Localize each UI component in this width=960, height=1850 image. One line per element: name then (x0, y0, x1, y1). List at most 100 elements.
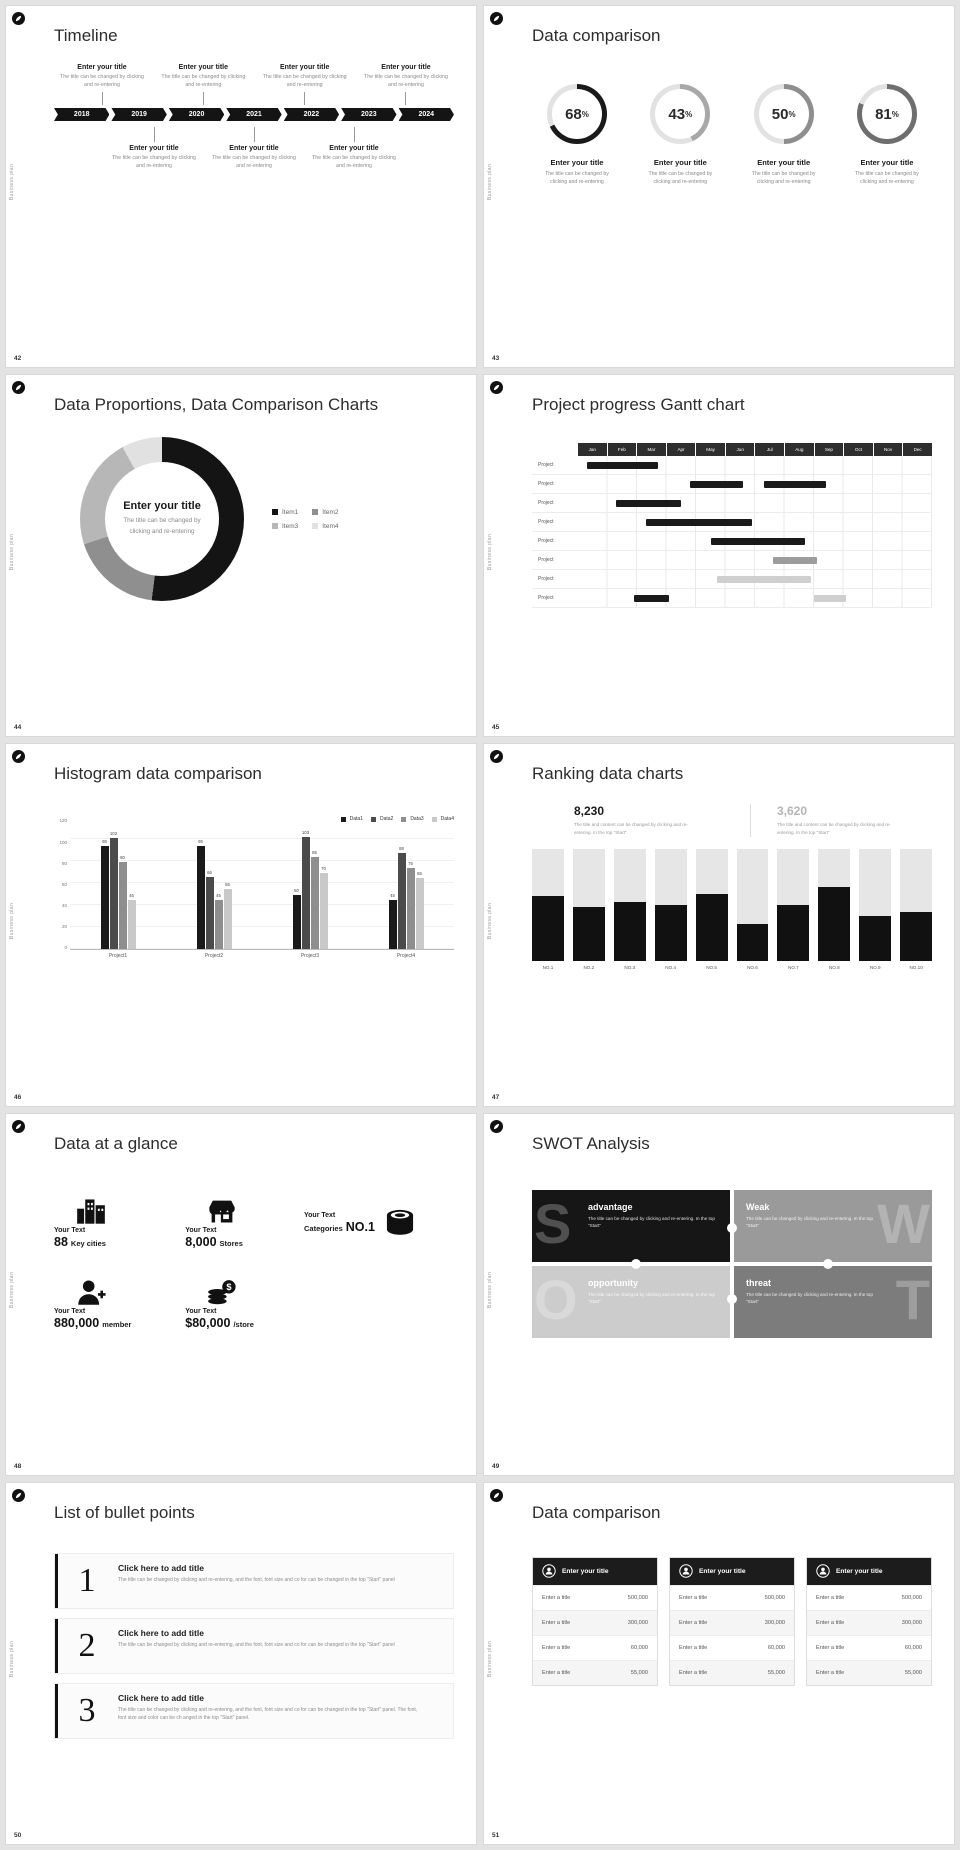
legend-item: Item3 (272, 523, 298, 530)
swot-tile-title: advantage (588, 1201, 633, 1212)
slide-gantt[interactable]: Business plan 45 Project progress Gantt … (484, 375, 954, 737)
stat-unit: /store (233, 1319, 254, 1329)
swot-tile-desc: The title can be changed by clicking and… (746, 1291, 873, 1304)
bar-value: 88 (399, 846, 404, 852)
legend-item: Data3 (401, 816, 424, 822)
timeline-content: Enter your title The title can be changed… (54, 64, 454, 341)
slide-glance[interactable]: Business plan 48 Data at a glance Your T… (6, 1113, 476, 1475)
swot-grid: S advantage The title can be changed by … (532, 1189, 932, 1338)
legend-swatch (431, 816, 437, 822)
x-axis: Project1 Project2 Project3 Project4 (54, 953, 454, 959)
bar-fill (818, 887, 851, 961)
bar: 70 (319, 866, 328, 950)
legend-swatch (312, 509, 319, 516)
stat-value: 8,230 (574, 804, 605, 819)
timeline-year: 2020 (168, 107, 225, 121)
donut-ring: 81% (856, 84, 917, 144)
user-icon (816, 1564, 830, 1578)
bar-label: NO.8 (828, 964, 840, 970)
timeline-item-title: Enter your title (229, 144, 279, 152)
swot-strengths-tile: S advantage The title can be changed by … (532, 1189, 730, 1262)
slide-timeline[interactable]: Business plan 42 Timeline Enter your tit… (6, 6, 476, 368)
month-label: Jul (755, 443, 785, 457)
puzzle-knob (823, 1258, 833, 1269)
bar-label: NO.4 (665, 964, 677, 970)
gantt-row: Project (532, 513, 932, 533)
slide-swot[interactable]: Business plan 49 SWOT Analysis S advanta… (484, 1113, 954, 1475)
row-value: 300,000 (627, 1619, 648, 1626)
ring-title: Enter your title (653, 158, 707, 167)
x-label: Project1 (108, 953, 128, 960)
slide-histogram[interactable]: Business plan 46 Histogram data comparis… (6, 744, 476, 1106)
row-label: Enter a title (816, 1644, 845, 1651)
connector-line (253, 126, 255, 142)
swot-tile-title: threat (746, 1277, 772, 1288)
gantt-header: Jan Feb Mar Apr May Jun Jul Aug Sep Oct … (532, 443, 932, 457)
slide-cards[interactable]: Business plan 51 Data comparison Enter y… (484, 1482, 954, 1844)
stat-line: Categories NO.1 (304, 1220, 375, 1234)
slide-donut-proportions[interactable]: Business plan 44 Data Proportions, Data … (6, 375, 476, 737)
page-number: 45 (492, 724, 500, 732)
bar: 80 (118, 855, 127, 950)
month-label: Dec (903, 443, 932, 457)
ring-hole: 50% (758, 89, 809, 139)
gantt-bar (710, 538, 806, 546)
timeline-years-bar: 2018 2019 2020 2021 2022 2023 2024 (54, 107, 454, 121)
item-desc: The title can be changed by clicking and… (118, 1641, 395, 1648)
slide-ring-comparison[interactable]: Business plan 43 Data comparison 68% Ent… (484, 6, 954, 368)
swot-tile-desc: The title can be changed by clicking and… (746, 1215, 873, 1228)
data-card: Enter your title Enter a title 500,000 En… (532, 1556, 658, 1686)
legend-swatch (401, 816, 407, 822)
page-number: 51 (492, 1832, 500, 1839)
ring-cell: 81% Enter your title The title can be ch… (842, 84, 932, 187)
gantt-track (578, 589, 932, 608)
bullets-content: 1 Click here to add title The title can b… (54, 1541, 454, 1818)
slide-title: Histogram data comparison (54, 764, 262, 784)
bar-value: 75 (408, 860, 413, 866)
card-row: Enter a title 55,000 (533, 1659, 657, 1685)
ring-cell: 68% Enter your title The title can be ch… (532, 84, 622, 187)
connector-line (101, 91, 103, 105)
card-header: Enter your title (670, 1557, 794, 1585)
bar-value: 45 (390, 893, 395, 899)
brand-vertical-text: Business plan (487, 902, 493, 939)
legend-label: Item2 (322, 508, 339, 516)
percent-sign: % (891, 109, 899, 119)
percent-sign: % (581, 109, 589, 119)
bar-value: 102 (109, 831, 118, 837)
slide-title: List of bullet points (54, 1502, 195, 1522)
y-tick: 60 (61, 881, 67, 887)
brand-vertical-text: Business plan (9, 902, 15, 939)
slide-bullets[interactable]: Business plan 50 List of bullet points 1… (6, 1482, 476, 1844)
bar-column: NO.1 (532, 848, 564, 970)
swot-opportunities-tile: O opportunity The title can be changed b… (532, 1265, 730, 1338)
timeline-item-desc: The title can be changed by clicking and… (60, 74, 144, 89)
bar-fill (572, 907, 605, 961)
legend-label: Item4 (322, 522, 339, 530)
categories-icon (386, 1210, 414, 1235)
item-heading: Click here to add title (118, 1692, 204, 1703)
gantt-bar (586, 462, 658, 470)
brand-vertical-text: Business plan (9, 1641, 15, 1678)
bar-value: 50 (294, 887, 299, 893)
item-text: Click here to add title The title can be … (116, 1554, 453, 1608)
bar-column: NO.2 (572, 848, 605, 970)
slide-ranking[interactable]: Business plan 47 Ranking data charts 8,2… (484, 744, 954, 1106)
month-label: Apr (666, 443, 696, 457)
stat-value: 88 (54, 1234, 68, 1249)
gantt-months: Jan Feb Mar Apr May Jun Jul Aug Sep Oct … (578, 443, 932, 457)
donut-ring: 50% (753, 84, 814, 144)
plot-area: 120 100 80 60 40 20 0 95 102 80 45 (54, 818, 454, 951)
gantt-track (578, 551, 932, 570)
row-label: Enter a title (542, 1619, 571, 1626)
timeline-item: Enter your title The title can be changed… (54, 64, 150, 105)
bar-label: NO.3 (624, 964, 636, 970)
legend-swatch (370, 816, 376, 822)
row-label: Enter a title (816, 1619, 845, 1626)
brand-vertical-text: Business plan (9, 1271, 15, 1309)
donut-ring: 43% (650, 84, 711, 144)
timeline-item: Enter your title The title can be changed… (358, 64, 454, 105)
item-number: 3 (78, 1691, 96, 1729)
timeline-item-desc: The title can be changed by clicking and… (212, 154, 296, 170)
